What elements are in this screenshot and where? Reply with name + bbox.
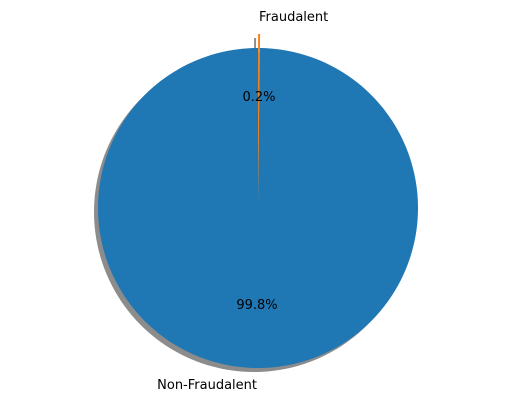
pie-slice-fraudalent <box>258 34 261 195</box>
pie-slices-group <box>98 34 419 369</box>
slice-label-non-fraudalent: Non-Fraudalent <box>157 378 257 393</box>
slice-label-fraudalent: Fraudalent <box>259 10 328 25</box>
pct-label-fraudalent: 0.2% <box>242 90 275 105</box>
pie-slice-non-fraudalent <box>98 48 419 369</box>
pct-label-non-fraudalent: 99.8% <box>236 298 277 313</box>
